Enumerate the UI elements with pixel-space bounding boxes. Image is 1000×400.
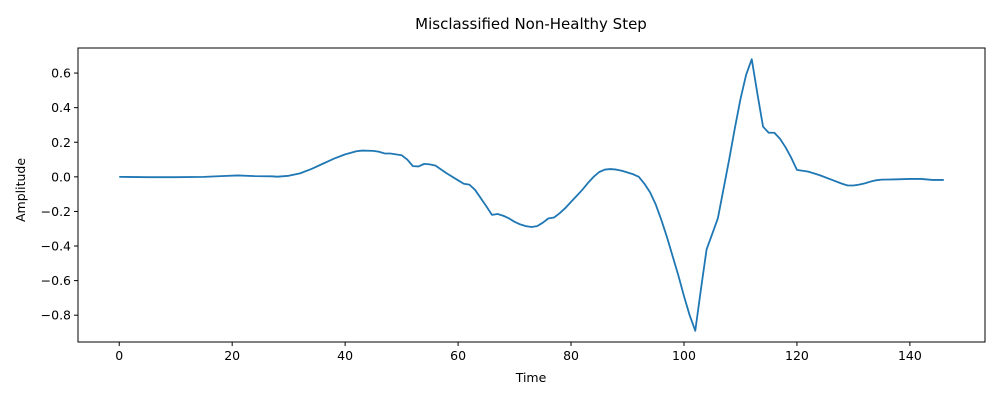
x-tick-label: 0	[115, 348, 123, 363]
x-tick-label: 140	[898, 348, 922, 363]
y-tick-label: −0.4	[41, 239, 71, 254]
chart-title: Misclassified Non-Healthy Step	[415, 15, 647, 33]
x-tick-label: 60	[450, 348, 466, 363]
x-tick-label: 120	[785, 348, 809, 363]
y-tick-label: −0.2	[41, 204, 71, 219]
y-tick-label: −0.8	[41, 308, 71, 323]
y-axis-label: Amplitude	[13, 158, 28, 222]
x-tick-label: 20	[224, 348, 240, 363]
series-line	[119, 58, 944, 332]
x-axis-label: Time	[515, 370, 547, 385]
y-tick-label: −0.6	[41, 273, 71, 288]
y-tick-label: 0.4	[51, 100, 71, 115]
plot-frame	[77, 47, 986, 343]
axis-ticks: 0 20 40 60 80 100 120 140 −0.8 −0.6 −0.4 −0.2 0.0 0.2…	[41, 66, 922, 363]
y-tick-label: 0.2	[51, 135, 71, 150]
y-tick-label: 0.0	[51, 169, 71, 184]
x-tick-label: 80	[563, 348, 579, 363]
y-tick-label: 0.6	[51, 66, 71, 81]
x-tick-label: 100	[672, 348, 696, 363]
x-tick-label: 40	[337, 348, 353, 363]
